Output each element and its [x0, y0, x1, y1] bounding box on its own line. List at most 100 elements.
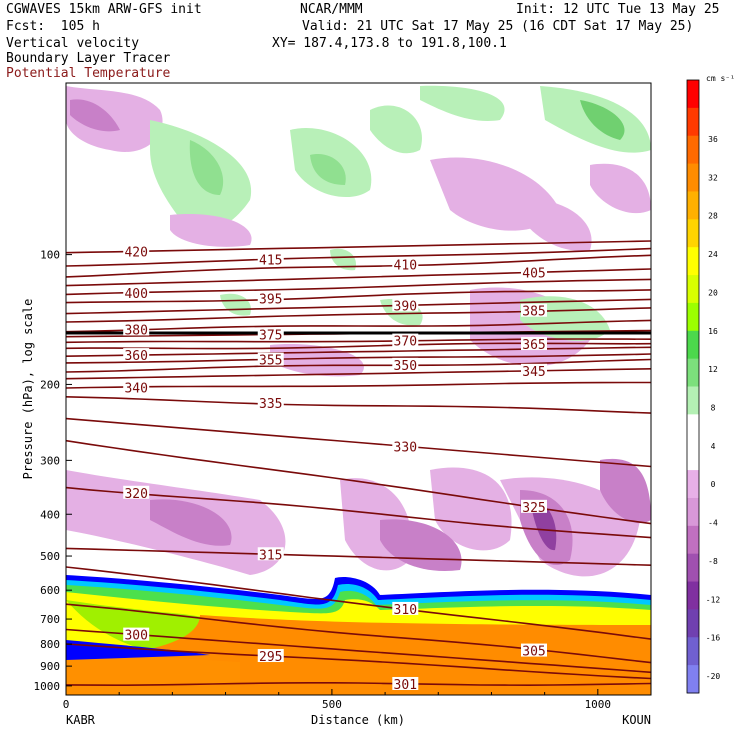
theta-contour-line	[66, 643, 651, 680]
field-vertical-velocity: Vertical velocity	[6, 36, 140, 51]
theta-contour-line	[66, 254, 651, 278]
y-tick-label: 800	[40, 638, 60, 651]
theta-contour-line	[66, 439, 651, 525]
cross-section-xy: XY= 187.4,173.8 to 191.8,100.1	[272, 36, 507, 51]
theta-label-bg	[123, 244, 150, 258]
theta-contour-label: 380	[124, 323, 147, 338]
theta-contour-line	[66, 342, 651, 350]
theta-contour-label: 415	[259, 254, 282, 269]
colorbar-swatch	[687, 581, 699, 610]
colorbar-tick-label: 36	[708, 135, 718, 144]
theta-contour-line	[66, 268, 651, 287]
colorbar-swatch	[687, 553, 699, 583]
colorbar-tick-label: -12	[706, 595, 721, 604]
forecast-hour: Fcst: 105 h	[6, 19, 100, 34]
y-tick-label: 500	[40, 550, 60, 563]
theta-contour-label: 395	[259, 293, 282, 308]
theta-contour-label: 370	[394, 335, 417, 350]
theta-label-bg	[392, 676, 419, 690]
theta-contour-labels: 420 415 410 405 400 395 390 385 380 375 370 365 360 3…	[123, 244, 547, 693]
colorbar-tick-label: 0	[711, 480, 716, 489]
theta-contour-line	[66, 338, 651, 344]
theta-contour-label: 330	[394, 440, 417, 455]
colorbar-tick-label: 28	[708, 212, 718, 221]
colorbar-tick-label: -4	[708, 519, 718, 528]
theta-contour-line	[66, 396, 651, 414]
colorbar-swatch	[687, 163, 699, 192]
theta-contour-label: 410	[394, 259, 417, 274]
init-time: Init: 12 UTC Tue 13 May 25	[516, 2, 720, 17]
theta-contour-label: 301	[394, 678, 417, 693]
plot-frame	[65, 82, 652, 696]
theta-contour-label: 325	[522, 501, 545, 516]
theta-label-bg	[521, 643, 547, 657]
theta-label-bg	[123, 627, 150, 641]
theta-contour-label: 305	[522, 645, 545, 660]
model-title: CGWAVES 15km ARW-GFS init	[6, 2, 202, 17]
x-tick-label: 1000	[585, 698, 612, 711]
theta-contour-label: 310	[394, 603, 417, 618]
y-tick-label: 300	[40, 454, 60, 467]
colorbar-unit: cm s⁻¹	[706, 74, 735, 83]
colorbar-tick-label: 4	[711, 442, 716, 451]
colorbar-frame	[686, 79, 700, 694]
theta-label-bg	[521, 265, 547, 279]
theta-label-bg	[392, 298, 419, 312]
colorbar-swatch	[687, 414, 699, 443]
theta-contour-label: 375	[259, 329, 282, 344]
theta-label-bg	[123, 322, 150, 336]
theta-label-bg	[521, 303, 547, 317]
colorbar-swatch	[687, 386, 699, 415]
y-tick-label: 900	[40, 660, 60, 673]
colorbar-swatch	[687, 497, 699, 527]
y-tick-label: 200	[40, 378, 60, 391]
theta-contour-label: 390	[394, 299, 417, 314]
theta-contour-line	[66, 289, 651, 304]
theta-label-bg	[257, 649, 284, 663]
colorbar-swatch	[687, 191, 699, 220]
colorbar-swatch	[687, 525, 699, 555]
field-potential-temperature: Potential Temperature	[6, 66, 171, 81]
theta-label-bg	[392, 357, 419, 371]
theta-contour-line	[66, 358, 651, 373]
theta-contour-line	[66, 381, 651, 389]
y-axis: 100 200 300 400 500 600 700 800 900 1000	[34, 249, 72, 693]
y-tick-label: 600	[40, 584, 60, 597]
colorbar-swatch	[687, 442, 699, 471]
colorbar-tick-label: 32	[708, 173, 718, 182]
plot-area: 420 415 410 405 400 395 390 385 380 375 370 365 360 3…	[66, 83, 651, 695]
colorbar-swatch	[687, 275, 699, 304]
theta-label-bg	[521, 499, 547, 513]
theta-contour-label: 400	[124, 287, 147, 302]
theta-label-bg	[123, 485, 150, 499]
colorbar-swatch	[687, 470, 699, 499]
theta-label-bg	[392, 601, 419, 615]
theta-contour-line	[66, 319, 651, 333]
theta-contour-line	[66, 346, 651, 357]
x-axis: 0 500 1000	[63, 689, 611, 711]
colorbar-swatch	[687, 330, 699, 360]
y-tick-label: 1000	[34, 680, 61, 693]
theta-contour-line	[66, 486, 651, 539]
colorbar-swatch	[687, 107, 699, 137]
theta-contour-label: 345	[522, 365, 545, 380]
theta-label-bg	[392, 257, 419, 271]
theta-contour-label: 385	[522, 305, 545, 320]
theta-contour-line	[66, 681, 651, 687]
theta-contour-line	[66, 353, 651, 364]
colorbar-swatch	[687, 219, 699, 248]
valid-time: Valid: 21 UTC Sat 17 May 25 (16 CDT Sat …	[302, 19, 694, 34]
theta-label-bg	[392, 439, 419, 453]
theta-label-bg	[257, 352, 284, 366]
theta-contour-label: 340	[124, 381, 147, 396]
theta-contour-line	[66, 298, 651, 315]
y-tick-label: 100	[40, 249, 60, 262]
theta-contour-label: 405	[522, 266, 545, 281]
x-tick-label: 0	[63, 698, 70, 711]
colorbar-tick-label: -8	[708, 557, 718, 566]
theta-label-bg	[521, 363, 547, 377]
theta-label-bg	[521, 337, 547, 351]
org-label: NCAR/MMM	[300, 2, 363, 17]
colorbar-tick-label: 24	[708, 250, 718, 259]
